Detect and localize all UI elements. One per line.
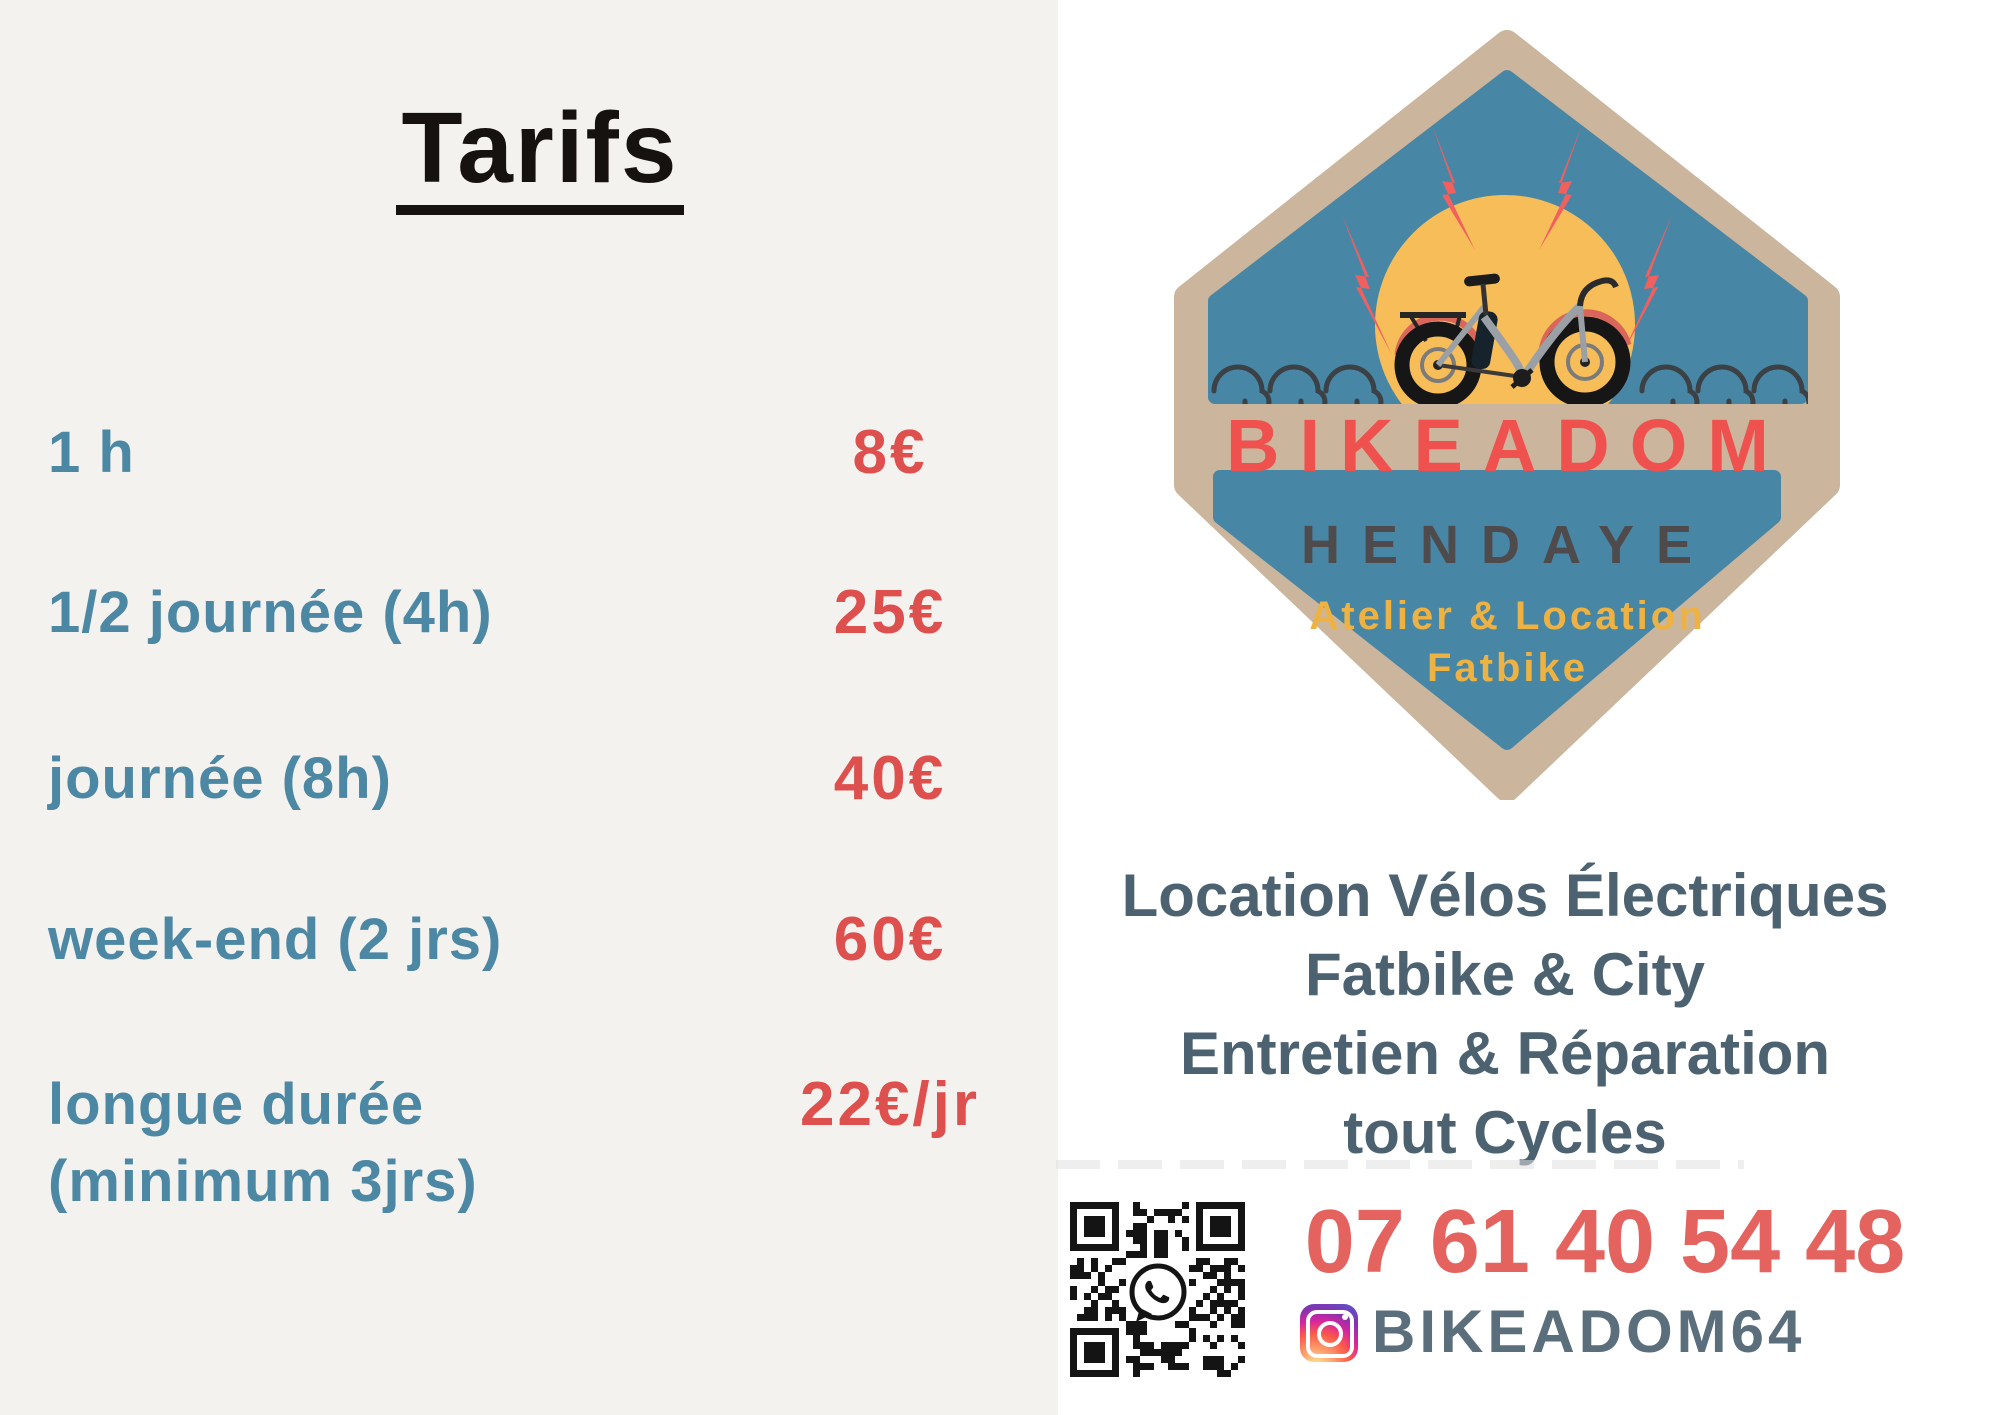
duration-label: 1/2 journée (4h): [48, 580, 493, 645]
qr-code: [1068, 1200, 1248, 1384]
instagram-icon: [1300, 1304, 1358, 1362]
brand-name: BIKEADOM: [1226, 404, 1789, 487]
page-title-text: Tarifs: [395, 96, 685, 215]
badge-tagline: Fatbike: [1426, 646, 1589, 690]
duration-label: week-end (2 jrs): [48, 907, 503, 972]
instagram-icon-frame: [1306, 1310, 1354, 1358]
price-row: journée (8h) 40€: [0, 746, 1058, 811]
duration-label: longue durée: [48, 1072, 425, 1137]
waves-icon: [1211, 364, 1808, 404]
price-value: 22€/jr: [799, 1070, 981, 1139]
instagram-icon-dot: [1342, 1314, 1348, 1320]
services-line: Fatbike & City: [1304, 941, 1706, 1008]
city-name: HENDAYE: [1300, 515, 1715, 575]
instagram-handle: BIKEADOM64: [1372, 1298, 1806, 1365]
whatsapp-icon: [1129, 1263, 1187, 1322]
badge-lower-panel: [1213, 470, 1781, 750]
services-line: tout Cycles: [1343, 1099, 1667, 1166]
price-row-subline: (minimum 3jrs): [0, 1153, 1058, 1211]
duration-label: journée (8h): [48, 746, 392, 811]
badge-tagline: Atelier & Location: [1309, 594, 1706, 638]
price-value: 60€: [833, 905, 947, 974]
ebike-illustration: [1394, 273, 1632, 404]
instagram-icon-lens: [1317, 1321, 1343, 1347]
price-row: longue durée 22€/jr: [0, 1072, 1058, 1137]
page-title: Tarifs: [300, 96, 780, 215]
lightning-bolt-icon: [1342, 125, 1672, 355]
price-value: 40€: [833, 744, 947, 813]
services-line: Location Vélos Électriques: [1121, 862, 1889, 929]
phone-number: 07 61 40 54 48: [1304, 1192, 1906, 1292]
duration-sublabel: (minimum 3jrs): [48, 1149, 478, 1214]
price-value: 25€: [833, 578, 947, 647]
services-line: Entretien & Réparation: [1179, 1020, 1831, 1087]
pricing-panel: Tarifs 1 h 8€ 1/2 journée (4h) 25€ journ…: [0, 0, 1058, 1415]
price-row: 1/2 journée (4h) 25€: [0, 580, 1058, 645]
badge-logo: [1174, 30, 1840, 800]
price-row: week-end (2 jrs) 60€: [0, 907, 1058, 972]
price-value: 8€: [852, 418, 928, 487]
duration-label: 1 h: [48, 420, 135, 485]
qr-code-graphic: [1070, 1202, 1245, 1377]
price-row: 1 h 8€: [0, 420, 1058, 485]
erased-text-remnant: [1056, 1160, 1744, 1169]
services-block: Location Vélos Électriques Fatbike & Cit…: [1010, 856, 2000, 1172]
